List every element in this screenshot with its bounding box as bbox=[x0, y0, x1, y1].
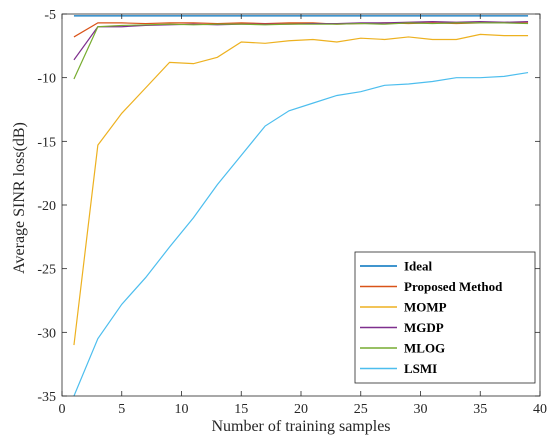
y-tick-label: -20 bbox=[37, 199, 56, 214]
x-tick-label: 20 bbox=[294, 402, 308, 417]
x-tick-label: 5 bbox=[118, 402, 125, 417]
y-tick-label: -25 bbox=[37, 263, 56, 278]
x-axis-label: Number of training samples bbox=[211, 418, 390, 435]
legend-label-momp: MOMP bbox=[404, 300, 447, 315]
series-line-momp bbox=[73, 33, 529, 346]
x-tick-label: 30 bbox=[414, 402, 428, 417]
axis-ticks: 0 5 10 15 20 25 30 35 40 -35 -30 -25 -20 -15 -10 -5 bbox=[37, 8, 547, 417]
legend-label-ideal: Ideal bbox=[404, 259, 433, 274]
y-tick-label: -5 bbox=[44, 8, 56, 23]
y-axis-label: Average SINR loss(dB) bbox=[11, 122, 28, 274]
series-line-mlog bbox=[73, 22, 529, 80]
x-tick-label: 0 bbox=[59, 402, 66, 417]
legend-label-mlog: MLOG bbox=[404, 341, 445, 356]
x-tick-label: 15 bbox=[234, 402, 248, 417]
series-line-lsmi bbox=[73, 71, 529, 397]
y-tick-label: -10 bbox=[37, 72, 56, 87]
legend-label-proposed-method: Proposed Method bbox=[404, 279, 503, 294]
y-tick-label: -30 bbox=[37, 326, 56, 341]
x-tick-label: 25 bbox=[354, 402, 368, 417]
x-tick-label: 40 bbox=[533, 402, 547, 417]
legend-box bbox=[354, 251, 536, 384]
y-tick-label: -15 bbox=[37, 135, 56, 150]
x-tick-label: 35 bbox=[473, 402, 487, 417]
legend: Ideal Proposed Method MOMP MGDP MLOG LSMI bbox=[354, 251, 536, 384]
y-tick-label: -35 bbox=[37, 390, 56, 405]
legend-label-lsmi: LSMI bbox=[404, 361, 437, 376]
legend-label-mgdp: MGDP bbox=[404, 320, 444, 335]
x-tick-label: 10 bbox=[175, 402, 189, 417]
